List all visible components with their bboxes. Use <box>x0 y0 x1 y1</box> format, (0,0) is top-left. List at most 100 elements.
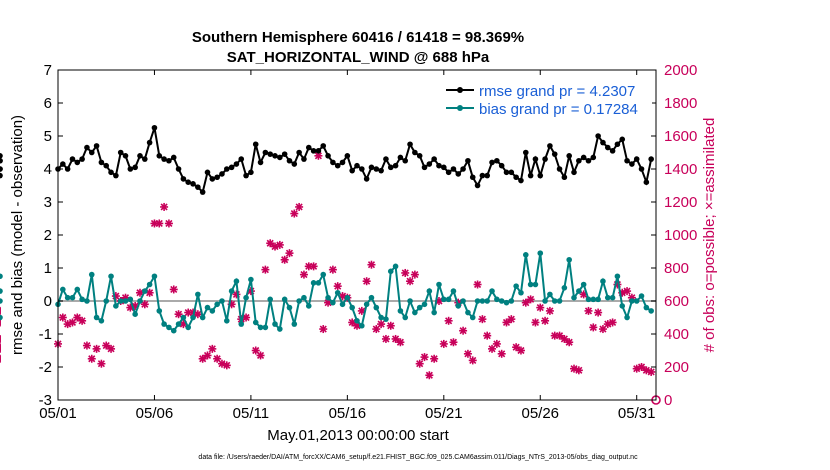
obs-stroke <box>420 353 429 361</box>
x-tick-label: 05/01 <box>39 405 77 422</box>
obs-stroke <box>507 315 515 323</box>
bias-point <box>566 256 572 263</box>
bias-point <box>301 294 307 301</box>
bias-point <box>166 324 172 331</box>
bias-point <box>238 321 245 327</box>
obs-point <box>372 325 381 334</box>
obs-stroke <box>88 355 96 363</box>
rmse-point <box>84 144 90 151</box>
rmse-point <box>498 162 505 169</box>
obs-point <box>333 282 342 291</box>
bias-point <box>484 298 491 304</box>
obs-point <box>521 298 530 307</box>
obs-point <box>140 300 149 309</box>
rmse-point <box>204 169 211 176</box>
bias-point <box>378 314 384 321</box>
rmse-point <box>387 164 394 171</box>
rmse-point <box>383 156 389 162</box>
obs-point <box>222 361 231 370</box>
rmse-point <box>277 154 283 161</box>
bias-point <box>508 298 515 304</box>
obs-point <box>406 277 415 286</box>
y2-tick-label: 600 <box>664 293 689 310</box>
bias-line <box>57 253 652 333</box>
bias-point <box>199 314 206 321</box>
obs-point <box>584 306 593 315</box>
rmse-point <box>301 156 307 162</box>
obs-point <box>193 310 202 319</box>
rmse-point <box>103 162 110 169</box>
rmse-point <box>281 151 288 157</box>
obs-stroke <box>141 300 149 308</box>
obs-stroke <box>464 350 472 358</box>
obs-point <box>507 315 516 324</box>
obs-point <box>102 341 111 350</box>
rmse-point <box>137 153 143 159</box>
obs-stroke <box>396 338 404 346</box>
obs-stroke <box>637 363 646 371</box>
obs-stroke <box>155 219 163 228</box>
obs-stroke <box>502 318 511 327</box>
bias-point <box>349 304 355 311</box>
obs-stroke <box>285 249 294 257</box>
obs-stroke <box>382 335 390 343</box>
bias-point <box>431 309 437 316</box>
rmse-point <box>407 141 413 148</box>
rmse-point <box>291 161 298 167</box>
obs-stroke <box>358 307 366 315</box>
bias-point <box>359 322 365 329</box>
rmse-point <box>0 157 3 164</box>
obs-stroke <box>589 323 597 331</box>
bias-point <box>330 299 336 306</box>
bias-point <box>64 294 71 301</box>
y-tick-label: 0 <box>44 293 52 310</box>
legend-bias-marker <box>457 105 463 111</box>
y-tick-label: 4 <box>44 161 52 178</box>
bias-point <box>590 296 597 303</box>
bias-point <box>402 314 409 321</box>
rmse-point <box>431 156 437 162</box>
rmse-point <box>330 159 336 166</box>
bias-point <box>296 298 302 304</box>
obs-stroke <box>440 340 448 348</box>
obs-stroke <box>435 297 443 305</box>
bias-point <box>469 314 476 321</box>
obs-stroke <box>97 360 105 368</box>
obs-stroke <box>584 307 593 315</box>
obs-point <box>367 260 376 269</box>
y-tick-label: -3 <box>39 392 52 409</box>
bias-point <box>0 314 3 321</box>
rmse-point <box>619 136 626 143</box>
y-tick-label: -1 <box>39 326 52 343</box>
y2-tick-label: 400 <box>664 326 689 343</box>
bias-point <box>368 294 375 301</box>
bias-point <box>532 281 539 288</box>
legend-rmse-label: rmse grand pr = 4.2307 <box>479 83 635 100</box>
bias-point <box>228 288 235 294</box>
obs-stroke <box>536 304 544 312</box>
bias-point <box>334 289 341 296</box>
obs-point <box>97 359 106 368</box>
y-axis-label: rmse and bias (model - observation) <box>9 115 26 355</box>
bias-point <box>344 294 351 301</box>
rmse-point <box>580 154 587 161</box>
obs-point <box>536 303 545 312</box>
obs-stroke <box>256 351 265 360</box>
y-tick-label: 5 <box>44 128 52 145</box>
y2-tick-label: 0 <box>664 392 672 409</box>
bias-point <box>426 288 433 294</box>
rmse-point <box>571 169 577 176</box>
obs-point <box>295 202 304 211</box>
obs-stroke <box>310 262 318 270</box>
bias-point <box>522 252 529 258</box>
bias-point <box>397 308 404 314</box>
obs-stroke <box>223 361 231 369</box>
bias-point <box>354 318 360 324</box>
bias-point <box>648 308 654 314</box>
obs-stroke <box>392 335 400 343</box>
bias-point <box>498 298 505 304</box>
obs-stroke <box>165 219 173 228</box>
rmse-point <box>426 161 433 167</box>
y-tick-label: 3 <box>44 194 52 211</box>
bias-point <box>619 303 626 309</box>
